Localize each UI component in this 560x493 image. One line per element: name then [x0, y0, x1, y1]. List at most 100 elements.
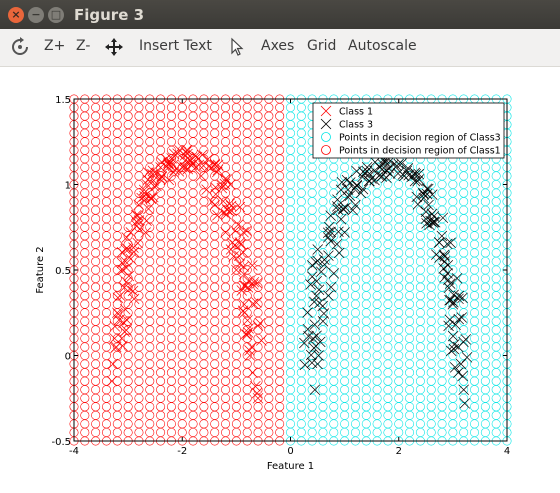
decision-region-point [80, 402, 90, 412]
decision-region-point [231, 162, 241, 172]
decision-region-point [285, 120, 295, 130]
decision-region-point [285, 402, 295, 412]
decision-region-point [405, 299, 415, 309]
class-point [453, 313, 465, 325]
decision-region-point [383, 402, 393, 412]
decision-region-point [166, 308, 176, 318]
decision-region-point [318, 197, 328, 207]
decision-region-point [80, 171, 90, 181]
decision-region-point [166, 231, 176, 241]
decision-region-point [340, 316, 350, 326]
decision-region-point [296, 419, 306, 429]
decision-region-point [329, 385, 339, 395]
decision-region-point [405, 214, 415, 224]
decision-region-point [188, 239, 198, 249]
decision-region-point [177, 111, 187, 121]
rotate-icon[interactable] [10, 37, 30, 61]
class-point [155, 174, 166, 185]
decision-region-point [361, 325, 371, 335]
decision-region-point [470, 256, 480, 266]
decision-region-point [350, 402, 360, 412]
class-point [212, 159, 224, 171]
decision-region-point [242, 188, 252, 198]
decision-region-point [350, 214, 360, 224]
decision-region-point [383, 359, 393, 369]
class-point [322, 232, 334, 243]
decision-region-point [91, 180, 101, 190]
decision-region-point [405, 350, 415, 360]
decision-region-point [134, 265, 144, 275]
decision-region-point [470, 359, 480, 369]
class-point [312, 244, 323, 255]
decision-region-point [123, 359, 133, 369]
class-point [107, 358, 119, 370]
decision-region-point [221, 419, 231, 429]
decision-region-point [166, 103, 176, 113]
class-point [210, 189, 222, 200]
decision-region-point [491, 282, 501, 292]
axes-button[interactable]: Axes [261, 38, 295, 54]
decision-region-point [415, 325, 425, 335]
class-point [305, 279, 316, 290]
class-point [458, 336, 469, 348]
autoscale-button[interactable]: Autoscale [348, 38, 417, 54]
pointer-icon[interactable] [229, 37, 245, 61]
zoom-out-button[interactable]: Z- [76, 38, 91, 54]
decision-region-point [470, 410, 480, 420]
decision-region-point [264, 120, 274, 130]
class-point [312, 255, 323, 266]
y-axis-label: Feature 2 [35, 246, 46, 293]
decision-region-point [296, 385, 306, 395]
decision-region-point [112, 128, 122, 138]
decision-region-point [307, 410, 317, 420]
class-point [125, 253, 136, 265]
decision-region-point [242, 171, 252, 181]
decision-region-point [307, 180, 317, 190]
decision-region-point [156, 265, 166, 275]
grid-button[interactable]: Grid [307, 38, 337, 54]
decision-region-point [188, 333, 198, 343]
decision-region-point [296, 291, 306, 301]
decision-region-point [166, 342, 176, 352]
decision-region-point [199, 299, 209, 309]
decision-region-point [123, 342, 133, 352]
decision-region-point [285, 154, 295, 164]
decision-region-point [123, 145, 133, 155]
scatter-chart: -4 -2 0 2 4-0.500.511.5 Feature 1 Feature 2 … [35, 94, 512, 472]
decision-region-point [253, 410, 263, 420]
decision-region-point [188, 282, 198, 292]
pan-icon[interactable] [104, 37, 124, 61]
decision-region-point [437, 333, 447, 343]
decision-region-point [101, 274, 111, 284]
decision-region-point [296, 128, 306, 138]
decision-region-point [80, 145, 90, 155]
minimize-window-button[interactable]: − [28, 7, 44, 23]
zoom-in-button[interactable]: Z+ [44, 38, 66, 54]
decision-region-point [480, 402, 490, 412]
decision-region-point [264, 359, 274, 369]
decision-region-point [275, 359, 285, 369]
class-point [206, 196, 218, 207]
decision-region-point [253, 180, 263, 190]
decision-region-point [318, 427, 328, 437]
maximize-window-button[interactable]: □ [48, 7, 64, 23]
decision-region-point [426, 162, 436, 172]
decision-region-point [405, 316, 415, 326]
decision-region-point [112, 180, 122, 190]
decision-region-point [177, 333, 187, 343]
class-point [181, 144, 193, 156]
insert-text-button[interactable]: Insert Text [139, 38, 212, 54]
decision-region-point [156, 419, 166, 429]
decision-region-point [307, 402, 317, 412]
figure-canvas[interactable]: -4 -2 0 2 4 -0.5 0 0.5 1 1.5 Feature 1 Feature 2 … [0, 67, 560, 489]
decision-region-point [459, 325, 469, 335]
decision-region-point [221, 145, 231, 155]
close-window-button[interactable]: × [8, 7, 24, 23]
decision-region-point [275, 282, 285, 292]
decision-region-point [491, 419, 501, 429]
decision-region-point [188, 188, 198, 198]
decision-region-point [275, 145, 285, 155]
decision-region-point [480, 188, 490, 198]
decision-region-point [361, 419, 371, 429]
decision-region-point [394, 325, 404, 335]
